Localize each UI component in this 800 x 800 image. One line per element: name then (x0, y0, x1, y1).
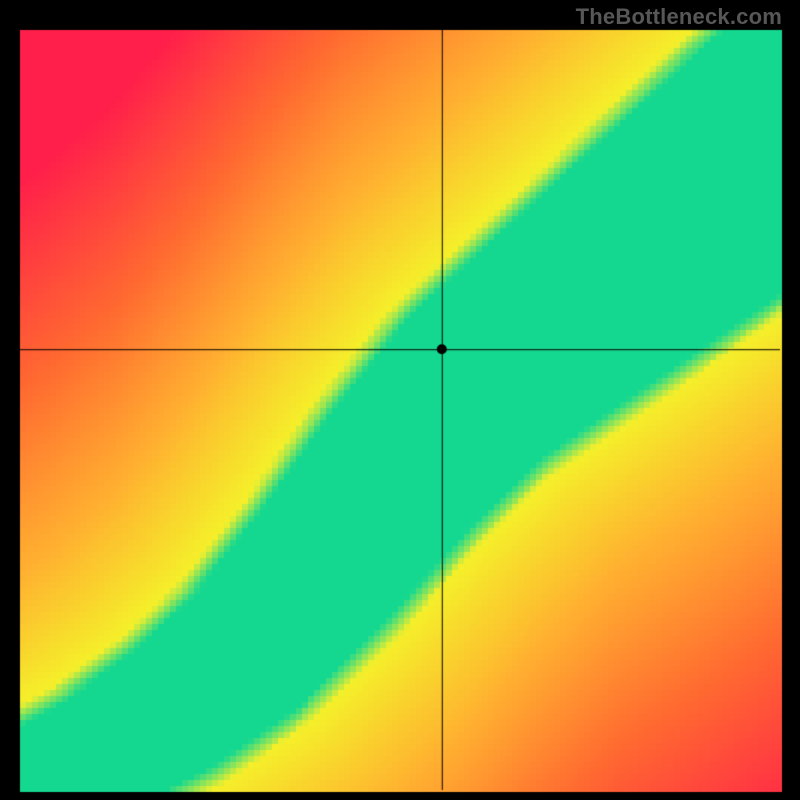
chart-container: TheBottleneck.com (0, 0, 800, 800)
bottleneck-heatmap (0, 0, 800, 800)
watermark-text: TheBottleneck.com (576, 4, 782, 30)
